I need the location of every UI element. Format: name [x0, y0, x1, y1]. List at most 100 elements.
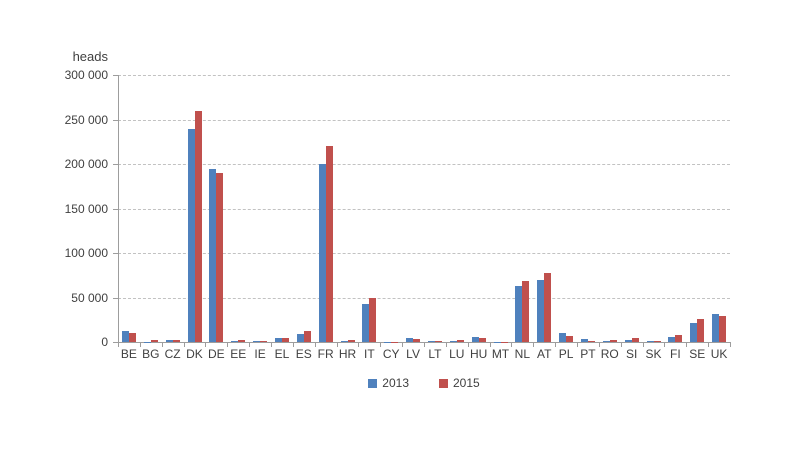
- x-axis-tick: [445, 343, 447, 347]
- x-axis-category-label: NL: [514, 347, 531, 361]
- bar-2013-NL: [515, 285, 523, 342]
- y-axis-line: [118, 75, 119, 342]
- x-axis-tick: [358, 343, 360, 347]
- gridline: [118, 75, 730, 76]
- y-axis-tick-label: 50 000: [71, 290, 108, 305]
- x-axis-tick: [664, 343, 666, 347]
- y-axis-tick-label: 300 000: [64, 68, 108, 82]
- bar-2015-AT: [544, 272, 552, 342]
- y-axis-tick-label: 250 000: [64, 112, 108, 127]
- x-axis-category-label: FI: [670, 347, 681, 361]
- bar-2015-LV: [413, 338, 421, 342]
- x-axis-category-label: CY: [382, 347, 400, 361]
- legend-swatch-2015: [439, 378, 448, 388]
- x-axis-category-label: HR: [338, 347, 357, 361]
- x-axis-tick: [336, 343, 338, 347]
- x-axis-tick: [314, 343, 316, 347]
- bar-2015-HU: [478, 337, 486, 342]
- bar-2015-FI: [675, 335, 683, 342]
- bar-2013-DE: [209, 169, 217, 342]
- x-axis-category-label: IE: [254, 347, 266, 361]
- bar-2013-FI: [668, 336, 676, 342]
- bar-2013-PL: [559, 333, 567, 342]
- bar-2015-EL: [281, 337, 289, 342]
- y-axis-unit-label: heads: [72, 49, 108, 64]
- bar-2015-EE: [238, 340, 246, 342]
- chart-legend: 2013 2015: [118, 376, 730, 390]
- legend-item-2015: 2015: [439, 376, 480, 390]
- y-axis-tick: [113, 342, 118, 343]
- x-axis-category-label: DK: [186, 347, 203, 361]
- legend-label-2015: 2015: [453, 376, 480, 390]
- x-axis-tick: [555, 343, 557, 347]
- bar-2013-EL: [274, 337, 282, 342]
- y-axis-tick-label: 200 000: [64, 157, 108, 171]
- bar-2013-SI: [624, 339, 632, 342]
- x-axis-category-label: LT: [428, 347, 442, 361]
- bar-2015-FR: [325, 146, 333, 342]
- x-axis-category-label: AT: [536, 347, 552, 361]
- x-axis-category-label: MT: [491, 347, 510, 361]
- y-axis-tick: [113, 208, 118, 210]
- x-axis-tick: [489, 343, 491, 347]
- bar-2013-CZ: [165, 340, 173, 342]
- bar-2015-ES: [303, 331, 311, 342]
- x-axis-category-label: PT: [580, 347, 596, 361]
- bar-2013-DK: [187, 129, 195, 342]
- x-axis-tick: [249, 343, 251, 347]
- bar-2015-HR: [347, 340, 355, 342]
- gridline: [118, 119, 730, 121]
- x-axis-category-label: EL: [274, 347, 290, 361]
- bar-2015-LT: [434, 340, 442, 342]
- gridline: [118, 164, 730, 165]
- bar-2013-HR: [340, 340, 348, 342]
- bar-2015-SK: [653, 340, 661, 342]
- x-axis-tick: [730, 343, 731, 347]
- bar-2015-RO: [609, 340, 617, 342]
- x-axis-category-label: ES: [295, 347, 312, 361]
- bar-2013-RO: [602, 341, 610, 342]
- x-axis-category-label: BE: [120, 347, 137, 361]
- x-axis-tick: [467, 343, 469, 347]
- bar-2013-HU: [471, 337, 479, 342]
- bar-2013-BE: [121, 331, 129, 342]
- x-axis-category-label: RO: [600, 347, 619, 361]
- bar-2013-LT: [427, 340, 435, 342]
- bar-2013-EE: [231, 340, 239, 342]
- x-axis-tick: [577, 343, 578, 347]
- x-axis-tick: [161, 343, 163, 347]
- x-axis-category-label: SE: [689, 347, 706, 361]
- x-axis-category-label: UK: [710, 347, 728, 361]
- legend-swatch-2013: [368, 378, 378, 388]
- x-axis-category-label: SK: [645, 347, 662, 361]
- x-axis-category-label: HU: [469, 347, 488, 361]
- bar-2013-LU: [449, 340, 457, 342]
- bar-2013-IE: [253, 340, 261, 342]
- x-axis-tick: [533, 343, 535, 347]
- gridline: [118, 253, 730, 254]
- bar-2013-SK: [646, 341, 654, 342]
- y-axis-tick: [113, 119, 118, 121]
- x-axis-tick: [402, 343, 404, 347]
- x-axis-category-label: FR: [317, 347, 334, 361]
- bar-2013-AT: [537, 279, 545, 342]
- bar-2015-PL: [566, 335, 574, 342]
- y-axis-tick: [113, 253, 118, 254]
- x-axis-category-label: DE: [208, 347, 225, 361]
- bar-2015-DE: [216, 172, 224, 342]
- bar-2015-CZ: [172, 339, 180, 342]
- bar-2013-PT: [580, 338, 588, 342]
- bar-2015-SI: [631, 338, 639, 342]
- y-axis-tick: [113, 75, 118, 76]
- bar-2015-IT: [369, 298, 377, 342]
- bar-2015-NL: [522, 281, 530, 342]
- x-axis-tick: [118, 343, 119, 347]
- bar-2013-LV: [406, 337, 414, 342]
- bar-2015-BE: [128, 332, 136, 342]
- bar-2015-SE: [697, 318, 705, 342]
- x-axis-tick: [205, 343, 207, 347]
- bar-2013-ES: [296, 333, 304, 342]
- x-axis-tick: [511, 343, 513, 347]
- bar-2013-IT: [362, 303, 370, 342]
